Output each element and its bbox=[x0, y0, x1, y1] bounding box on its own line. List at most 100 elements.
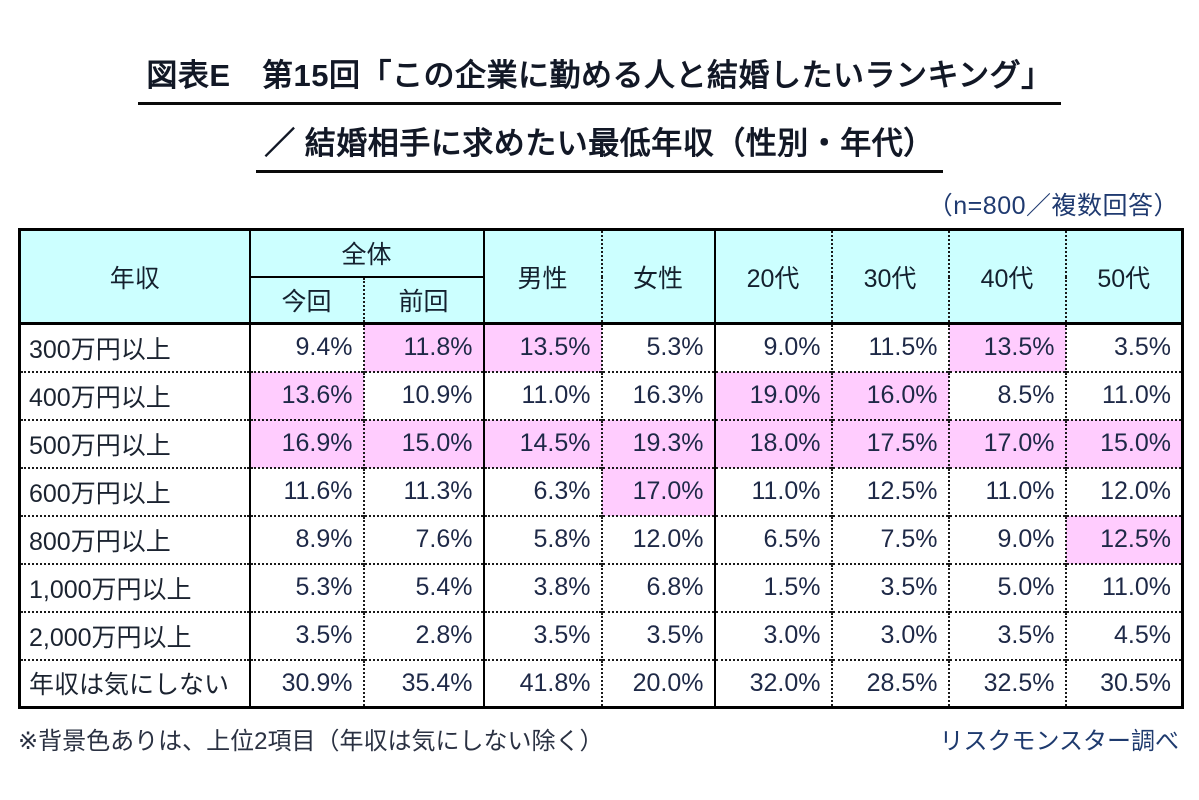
value-cell: 2.8% bbox=[362, 610, 484, 660]
table-row: 800万円以上 8.9% 7.6% 5.8% 12.0% 6.5% 7.5% 9… bbox=[19, 514, 1183, 564]
figure-title: 図表E 第15回「この企業に勤める人と結婚したいランキング」 ／ 結婚相手に求め… bbox=[0, 0, 1199, 173]
value-cell: 16.0% bbox=[830, 370, 949, 420]
row-label: 1,000万円以上 bbox=[19, 562, 250, 612]
value-cell: 11.5% bbox=[830, 322, 949, 372]
value-cell: 20.0% bbox=[600, 658, 715, 708]
footnotes: ※背景色ありは、上位2項目（年収は気にしない除く） リスクモンスター調べ bbox=[18, 721, 1179, 756]
value-cell: 6.5% bbox=[713, 514, 832, 564]
value-cell: 7.6% bbox=[362, 514, 484, 564]
value-cell: 3.5% bbox=[830, 562, 949, 612]
value-cell: 32.0% bbox=[713, 658, 832, 708]
value-cell: 5.3% bbox=[600, 322, 715, 372]
income-table: 年収 全体 男性 女性 20代 30代 40代 50代 今回 前回 300万円以… bbox=[18, 228, 1185, 709]
value-cell: 3.8% bbox=[482, 562, 602, 612]
value-cell: 9.0% bbox=[713, 322, 832, 372]
sample-size-note: （n=800／複数回答） bbox=[927, 192, 1179, 220]
value-cell: 41.8% bbox=[482, 658, 602, 708]
value-cell: 13.6% bbox=[248, 370, 364, 420]
value-cell: 8.5% bbox=[947, 370, 1066, 420]
value-cell: 18.0% bbox=[713, 418, 832, 468]
col-header-female: 女性 bbox=[600, 229, 715, 325]
row-label: 300万円以上 bbox=[19, 322, 250, 372]
value-cell: 7.5% bbox=[830, 514, 949, 564]
value-cell: 9.0% bbox=[947, 514, 1066, 564]
value-cell: 6.8% bbox=[600, 562, 715, 612]
value-cell: 30.5% bbox=[1064, 658, 1183, 708]
col-header-zentai: 全体 bbox=[248, 229, 484, 278]
value-cell: 11.3% bbox=[362, 466, 484, 516]
value-cell: 11.8% bbox=[362, 322, 484, 372]
row-label: 400万円以上 bbox=[19, 370, 250, 420]
table-row: 600万円以上 11.6% 11.3% 6.3% 17.0% 11.0% 12.… bbox=[19, 466, 1183, 516]
value-cell: 5.4% bbox=[362, 562, 484, 612]
source-credit: リスクモンスター調べ bbox=[939, 728, 1179, 755]
value-cell: 12.5% bbox=[1064, 514, 1183, 564]
col-header-previous: 前回 bbox=[362, 276, 484, 325]
value-cell: 30.9% bbox=[248, 658, 364, 708]
value-cell: 11.0% bbox=[1064, 370, 1183, 420]
value-cell: 12.0% bbox=[1064, 466, 1183, 516]
table-row: 300万円以上 9.4% 11.8% 13.5% 5.3% 9.0% 11.5%… bbox=[19, 322, 1183, 372]
value-cell: 3.0% bbox=[830, 610, 949, 660]
value-cell: 13.5% bbox=[482, 322, 602, 372]
table-header: 年収 全体 男性 女性 20代 30代 40代 50代 今回 前回 bbox=[19, 229, 1183, 325]
value-cell: 6.3% bbox=[482, 466, 602, 516]
value-cell: 5.0% bbox=[947, 562, 1066, 612]
value-cell: 3.5% bbox=[600, 610, 715, 660]
value-cell: 4.5% bbox=[1064, 610, 1183, 660]
value-cell: 5.3% bbox=[248, 562, 364, 612]
col-header-40s: 40代 bbox=[947, 229, 1066, 325]
value-cell: 1.5% bbox=[713, 562, 832, 612]
value-cell: 3.5% bbox=[947, 610, 1066, 660]
value-cell: 32.5% bbox=[947, 658, 1066, 708]
col-header-current: 今回 bbox=[248, 276, 364, 325]
col-header-income: 年収 bbox=[19, 229, 250, 325]
value-cell: 12.5% bbox=[830, 466, 949, 516]
value-cell: 11.0% bbox=[947, 466, 1066, 516]
value-cell: 8.9% bbox=[248, 514, 364, 564]
col-header-50s: 50代 bbox=[1064, 229, 1183, 325]
value-cell: 3.5% bbox=[482, 610, 602, 660]
col-header-male: 男性 bbox=[482, 229, 602, 325]
value-cell: 15.0% bbox=[1064, 418, 1183, 468]
row-label: 600万円以上 bbox=[19, 466, 250, 516]
col-header-20s: 20代 bbox=[713, 229, 832, 325]
value-cell: 17.0% bbox=[947, 418, 1066, 468]
value-cell: 3.5% bbox=[248, 610, 364, 660]
table-row: 2,000万円以上 3.5% 2.8% 3.5% 3.5% 3.0% 3.0% … bbox=[19, 610, 1183, 660]
value-cell: 3.0% bbox=[713, 610, 832, 660]
highlight-legend-note: ※背景色ありは、上位2項目（年収は気にしない除く） bbox=[18, 728, 604, 755]
table-row: 500万円以上 16.9% 15.0% 14.5% 19.3% 18.0% 17… bbox=[19, 418, 1183, 468]
row-label: 年収は気にしない bbox=[19, 658, 250, 708]
value-cell: 11.0% bbox=[713, 466, 832, 516]
value-cell: 11.0% bbox=[482, 370, 602, 420]
value-cell: 10.9% bbox=[362, 370, 484, 420]
table-row: 1,000万円以上 5.3% 5.4% 3.8% 6.8% 1.5% 3.5% … bbox=[19, 562, 1183, 612]
value-cell: 11.6% bbox=[248, 466, 364, 516]
value-cell: 15.0% bbox=[362, 418, 484, 468]
value-cell: 16.3% bbox=[600, 370, 715, 420]
value-cell: 17.0% bbox=[600, 466, 715, 516]
table-row: 年収は気にしない 30.9% 35.4% 41.8% 20.0% 32.0% 2… bbox=[19, 658, 1183, 708]
row-label: 2,000万円以上 bbox=[19, 610, 250, 660]
value-cell: 3.5% bbox=[1064, 322, 1183, 372]
value-cell: 5.8% bbox=[482, 514, 602, 564]
value-cell: 12.0% bbox=[600, 514, 715, 564]
value-cell: 16.9% bbox=[248, 418, 364, 468]
value-cell: 19.0% bbox=[713, 370, 832, 420]
table-body: 300万円以上 9.4% 11.8% 13.5% 5.3% 9.0% 11.5%… bbox=[19, 322, 1183, 708]
col-header-30s: 30代 bbox=[830, 229, 949, 325]
value-cell: 35.4% bbox=[362, 658, 484, 708]
title-line-1: 図表E 第15回「この企業に勤める人と結婚したいランキング」 bbox=[0, 50, 1199, 105]
title-line-1-text: 図表E 第15回「この企業に勤める人と結婚したいランキング」 bbox=[138, 50, 1061, 105]
value-cell: 28.5% bbox=[830, 658, 949, 708]
table-row: 400万円以上 13.6% 10.9% 11.0% 16.3% 19.0% 16… bbox=[19, 370, 1183, 420]
value-cell: 19.3% bbox=[600, 418, 715, 468]
value-cell: 11.0% bbox=[1064, 562, 1183, 612]
row-label: 500万円以上 bbox=[19, 418, 250, 468]
title-line-2: ／ 結婚相手に求めたい最低年収（性別・年代） bbox=[0, 118, 1199, 173]
row-label: 800万円以上 bbox=[19, 514, 250, 564]
value-cell: 13.5% bbox=[947, 322, 1066, 372]
title-line-2-text: ／ 結婚相手に求めたい最低年収（性別・年代） bbox=[256, 118, 943, 173]
